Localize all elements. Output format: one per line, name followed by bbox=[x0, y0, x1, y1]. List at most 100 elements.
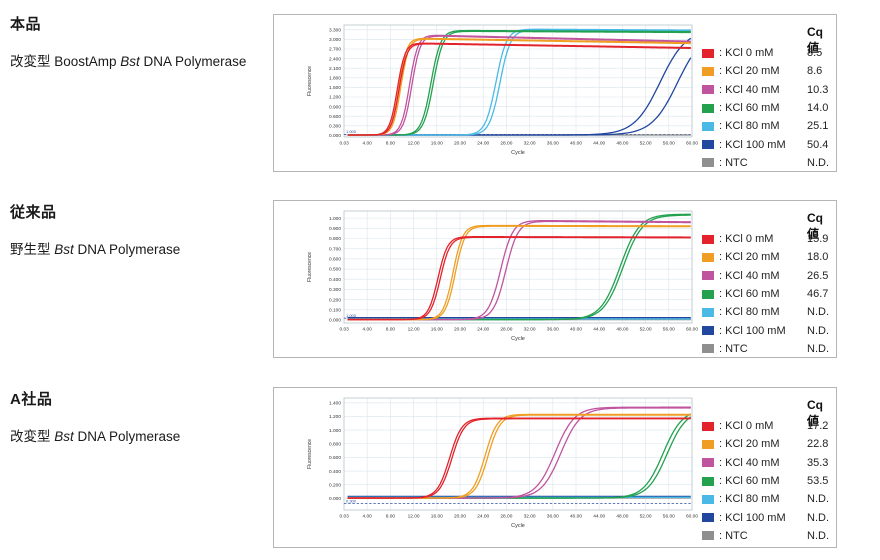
svg-text:44.00: 44.00 bbox=[593, 327, 605, 333]
svg-text:0.900: 0.900 bbox=[329, 104, 341, 110]
svg-text:0.200: 0.200 bbox=[329, 297, 341, 303]
svg-text:0.900: 0.900 bbox=[329, 226, 341, 232]
cq-value: 35.3 bbox=[807, 456, 829, 469]
product-title-1: 本品 bbox=[10, 16, 42, 33]
legend-item: : KCl 20 mM 22.8 bbox=[702, 435, 834, 453]
svg-text:60.00: 60.00 bbox=[686, 141, 698, 147]
svg-text:0.03: 0.03 bbox=[340, 327, 350, 333]
legend-item: : KCl 40 mM 35.3 bbox=[702, 454, 834, 472]
svg-text:44.00: 44.00 bbox=[593, 514, 605, 520]
svg-text:8.00: 8.00 bbox=[386, 327, 396, 333]
legend-item: : KCl 100 mM N.D. bbox=[702, 321, 834, 339]
cq-value: N.D. bbox=[807, 511, 829, 524]
series-label: : KCl 60 mM bbox=[719, 288, 780, 301]
legend-item: : KCl 80 mM N.D. bbox=[702, 303, 834, 321]
series-label: : KCl 100 mM bbox=[719, 511, 786, 524]
svg-text:0.000: 0.000 bbox=[329, 496, 341, 502]
series-color-swatch bbox=[702, 271, 714, 281]
svg-text:0.700: 0.700 bbox=[329, 246, 341, 252]
legend-item: : KCl 80 mM N.D. bbox=[702, 490, 834, 508]
legend-rows-1: : KCl 0 mM 8.5: KCl 20 mM 8.6: KCl 40 mM 10… bbox=[702, 44, 834, 172]
svg-text:36.00: 36.00 bbox=[547, 141, 559, 147]
svg-text:0.800: 0.800 bbox=[329, 236, 341, 242]
svg-text:36.00: 36.00 bbox=[547, 514, 559, 520]
svg-text:0.200: 0.200 bbox=[329, 482, 341, 488]
svg-text:Fluorescence: Fluorescence bbox=[307, 252, 313, 282]
chart-svg: 0.000 0.100 0.200 0.300 0.400 0.500 0.600 0.700… bbox=[307, 210, 698, 342]
legend-item: : KCl 0 mM 15.9 bbox=[702, 230, 834, 248]
series-label: : KCl 80 mM bbox=[719, 493, 780, 506]
cq-value: 50.4 bbox=[807, 138, 829, 151]
svg-text:1.000: 1.000 bbox=[346, 313, 357, 318]
svg-text:1.000: 1.000 bbox=[346, 129, 357, 134]
series-label: : KCl 60 mM bbox=[719, 102, 780, 115]
svg-text:1.500: 1.500 bbox=[329, 85, 341, 91]
series-label: : KCl 80 mM bbox=[719, 306, 780, 319]
legend-item: : KCl 0 mM 8.5 bbox=[702, 44, 834, 62]
svg-text:0.600: 0.600 bbox=[329, 114, 341, 120]
chart-svg: 0.000 0.300 0.600 0.900 1.200 1.500 1.800 2.100… bbox=[307, 24, 698, 156]
product-subtitle-2: 野生型 Bst DNA Polymerase bbox=[10, 242, 181, 257]
cq-value: N.D. bbox=[807, 156, 829, 169]
series-label: : KCl 20 mM bbox=[719, 438, 780, 451]
cq-value: 46.7 bbox=[807, 288, 829, 301]
series-color-swatch bbox=[702, 494, 714, 504]
svg-text:44.00: 44.00 bbox=[593, 141, 605, 147]
svg-text:3.000: 3.000 bbox=[329, 37, 341, 43]
series-label: : KCl 0 mM bbox=[719, 47, 774, 60]
svg-text:40.00: 40.00 bbox=[570, 327, 582, 333]
cq-value: 15.9 bbox=[807, 233, 829, 246]
amplification-plot-1: 0.000 0.300 0.600 0.900 1.200 1.500 1.800 2.100… bbox=[298, 17, 698, 169]
svg-text:28.00: 28.00 bbox=[500, 327, 512, 333]
svg-text:Fluorescence: Fluorescence bbox=[307, 66, 313, 96]
cq-value: N.D. bbox=[807, 324, 829, 337]
chart-svg: 0.000 0.200 0.400 0.600 0.800 1.000 1.200 1.400… bbox=[307, 397, 698, 529]
svg-text:36.00: 36.00 bbox=[547, 327, 559, 333]
amplification-plot-2: 0.000 0.100 0.200 0.300 0.400 0.500 0.600 0.700… bbox=[298, 203, 698, 355]
series-color-swatch bbox=[702, 513, 714, 523]
series-color-swatch bbox=[702, 289, 714, 299]
svg-text:Cycle: Cycle bbox=[511, 523, 525, 529]
series-label: : KCl 0 mM bbox=[719, 233, 774, 246]
cq-value: N.D. bbox=[807, 493, 829, 506]
cq-value: N.D. bbox=[807, 306, 829, 319]
panel-3-box: 0.000 0.200 0.400 0.600 0.800 1.000 1.200 1.400… bbox=[273, 387, 837, 548]
svg-text:8.00: 8.00 bbox=[386, 514, 396, 520]
panel-2-box: 0.000 0.100 0.200 0.300 0.400 0.500 0.600 0.700… bbox=[273, 200, 837, 358]
legend-item: : KCl 20 mM 18.0 bbox=[702, 248, 834, 266]
svg-text:16.00: 16.00 bbox=[431, 514, 443, 520]
cq-header: Cq値 bbox=[807, 211, 823, 241]
svg-text:4.00: 4.00 bbox=[363, 141, 373, 147]
svg-text:20.00: 20.00 bbox=[454, 514, 466, 520]
product-subtitle-1: 改変型 BoostAmp Bst DNA Polymerase bbox=[10, 54, 247, 69]
svg-text:0.03: 0.03 bbox=[340, 514, 350, 520]
svg-text:60.00: 60.00 bbox=[686, 327, 698, 333]
cq-value: 18.0 bbox=[807, 251, 829, 264]
series-color-swatch bbox=[702, 439, 714, 449]
panel-1-box: 0.000 0.300 0.600 0.900 1.200 1.500 1.800 2.100… bbox=[273, 14, 837, 172]
cq-value: 25.1 bbox=[807, 120, 829, 133]
svg-text:16.00: 16.00 bbox=[431, 141, 443, 147]
series-color-swatch bbox=[702, 158, 714, 168]
series-color-swatch bbox=[702, 140, 714, 150]
cq-value: 14.0 bbox=[807, 102, 829, 115]
series-color-swatch bbox=[702, 531, 714, 541]
svg-text:2.400: 2.400 bbox=[329, 56, 341, 62]
svg-text:60.00: 60.00 bbox=[686, 514, 698, 520]
svg-text:8.00: 8.00 bbox=[386, 141, 396, 147]
svg-text:0.000: 0.000 bbox=[329, 133, 341, 139]
svg-text:0.300: 0.300 bbox=[346, 498, 357, 503]
series-color-swatch bbox=[702, 103, 714, 113]
product-subtitle-3: 改変型 Bst DNA Polymerase bbox=[10, 429, 181, 444]
panel-3-label-block: A社品 改変型 Bst DNA Polymerase bbox=[10, 388, 268, 445]
cq-value: N.D. bbox=[807, 342, 829, 355]
legend-header-2: Cq値 bbox=[702, 211, 834, 241]
svg-text:0.000: 0.000 bbox=[329, 318, 341, 324]
svg-text:48.00: 48.00 bbox=[616, 141, 628, 147]
svg-text:52.00: 52.00 bbox=[640, 141, 652, 147]
series-label: : KCl 100 mM bbox=[719, 324, 786, 337]
svg-text:32.00: 32.00 bbox=[524, 141, 536, 147]
svg-text:0.03: 0.03 bbox=[340, 141, 350, 147]
svg-text:2.700: 2.700 bbox=[329, 47, 341, 53]
legend-header-3: Cq値 bbox=[702, 398, 834, 428]
